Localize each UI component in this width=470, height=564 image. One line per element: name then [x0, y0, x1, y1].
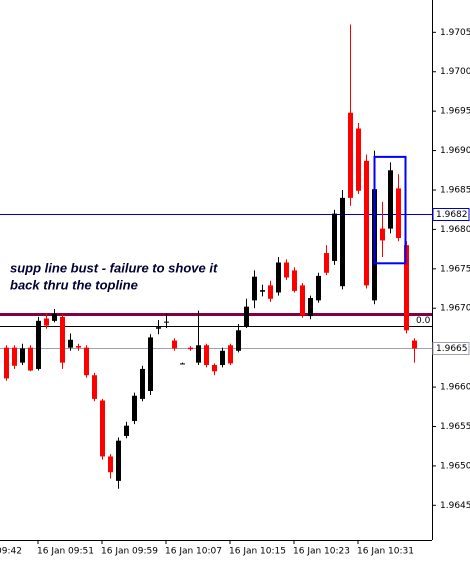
- candle-body: [116, 440, 121, 481]
- candle-body: [124, 425, 129, 436]
- candle-body: [268, 285, 273, 299]
- candle-body: [252, 276, 257, 301]
- candle-body: [132, 395, 137, 421]
- candle-body: [340, 197, 345, 287]
- y-tick-label: 1.9685: [440, 185, 470, 195]
- candle-body: [260, 290, 265, 292]
- line-tag: 0.0: [416, 316, 431, 326]
- candle-body: [28, 347, 33, 371]
- candle-body: [164, 321, 169, 323]
- candle-body: [204, 345, 209, 365]
- candle-body: [236, 330, 241, 351]
- candle-body: [172, 340, 177, 349]
- annotation: back thru the topline: [10, 277, 138, 292]
- y-tick-label: 1.9705: [440, 28, 470, 38]
- candle-body: [60, 316, 65, 363]
- candle-body: [188, 347, 193, 350]
- x-tick-label: 16 Jan 10:23: [293, 547, 350, 557]
- candle-body: [380, 228, 385, 241]
- candle-body: [220, 350, 225, 365]
- candle-body: [324, 253, 329, 273]
- candle-body: [244, 306, 249, 327]
- candle-body: [44, 318, 49, 326]
- price-label-box: [432, 342, 470, 355]
- y-tick-label: 1.9700: [440, 67, 470, 77]
- y-tick-label: 1.9695: [440, 107, 470, 117]
- candle-body: [356, 128, 361, 191]
- candle-body: [148, 337, 153, 392]
- candle-body: [84, 347, 89, 376]
- candle-body: [156, 327, 161, 329]
- y-tick-label: 1.9675: [440, 264, 470, 274]
- candle-body: [76, 346, 81, 348]
- candle-body: [180, 363, 185, 365]
- candle-body: [284, 262, 289, 278]
- y-tick-label: 1.9680: [440, 225, 470, 235]
- candle-body: [396, 188, 401, 239]
- x-tick-label: 16 Jan 10:15: [229, 547, 286, 557]
- x-tick-label: 16 Jan 10:07: [165, 547, 222, 557]
- highlight-box: [373, 155, 407, 265]
- candle-body: [108, 456, 113, 473]
- candle-body: [388, 170, 393, 229]
- x-tick-label: 16 Jan 09:51: [37, 547, 94, 557]
- candle-body: [4, 347, 9, 379]
- y-tick-label: 1.9670: [440, 304, 470, 314]
- price-label: 1.9682: [436, 210, 468, 220]
- y-tick-label: 1.9650: [440, 461, 470, 471]
- y-tick-label: 1.9690: [440, 146, 470, 156]
- candle-body: [276, 262, 281, 293]
- candle-body: [404, 245, 409, 331]
- candle-body: [308, 297, 313, 317]
- candle-body: [348, 112, 353, 198]
- price-label: 1.9665: [436, 344, 468, 354]
- candle-body: [100, 400, 105, 457]
- candle-body: [412, 340, 417, 349]
- candle-body: [316, 275, 321, 301]
- y-tick-label: 1.9660: [440, 383, 470, 393]
- x-tick-label: 16 Jan 10:31: [357, 547, 414, 557]
- candle-body: [364, 160, 369, 286]
- candle-body: [92, 375, 97, 399]
- candle-body: [12, 347, 17, 366]
- candle-body: [300, 285, 305, 316]
- candle-body: [196, 345, 201, 363]
- y-tick-label: 1.9645: [440, 501, 470, 511]
- annotation: supp line bust - failure to shove it: [10, 260, 218, 275]
- candle-body: [52, 313, 57, 321]
- x-tick-label: 16 Jan 09:59: [101, 547, 158, 557]
- x-tick-label: 16 Jan 09:42: [0, 547, 22, 557]
- candle-body: [140, 368, 145, 399]
- candle-body: [212, 364, 217, 372]
- y-tick-label: 1.9655: [440, 422, 470, 432]
- candle-body: [292, 270, 297, 291]
- candle-body: [68, 339, 73, 348]
- price-label-box: [432, 208, 470, 221]
- candle-body: [36, 320, 41, 369]
- candle-body: [332, 213, 337, 261]
- candle-body: [228, 345, 233, 364]
- candle-body: [20, 348, 25, 363]
